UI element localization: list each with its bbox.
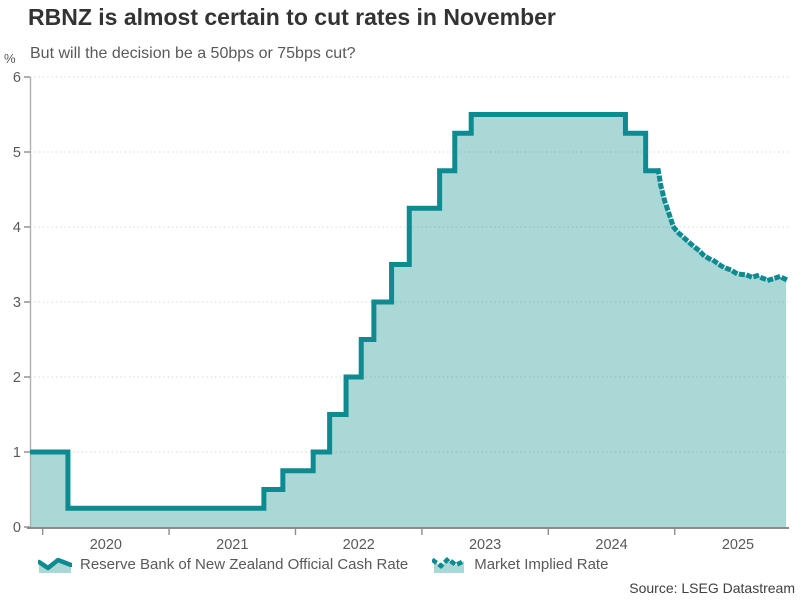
chart-subtitle: But will the decision be a 50bps or 75bp… — [30, 45, 356, 62]
x-tick-label: 2020 — [90, 537, 122, 553]
x-tick-label: 2023 — [469, 537, 501, 553]
x-tick-label: 2022 — [343, 537, 375, 553]
legend-label-official-cash-rate: Reserve Bank of New Zealand Official Cas… — [80, 555, 409, 573]
x-tick-label: 2025 — [722, 537, 754, 553]
chart-title: RBNZ is almost certain to cut rates in N… — [28, 4, 556, 30]
y-axis-unit-label: % — [4, 51, 16, 66]
y-tick-label: 6 — [13, 70, 21, 86]
y-tick-label: 2 — [13, 370, 21, 386]
y-tick-label: 5 — [13, 145, 21, 161]
x-tick-label: 2024 — [595, 537, 627, 553]
dotted-line-swatch-icon — [432, 556, 467, 573]
official-cash-rate-line — [30, 112, 659, 511]
market-implied-rate-line — [655, 167, 790, 283]
area-fill — [30, 114, 786, 527]
legend-label-market-implied: Market Implied Rate — [474, 555, 609, 573]
y-tick-label: 3 — [13, 295, 21, 311]
y-tick-label: 0 — [13, 520, 21, 536]
legend-item-official-cash-rate: Reserve Bank of New Zealand Official Cas… — [38, 555, 408, 573]
y-tick-label: 4 — [13, 220, 21, 236]
x-tick-label: 2021 — [216, 537, 248, 553]
solid-line-swatch-icon — [38, 557, 72, 573]
legend: Reserve Bank of New Zealand Official Cas… — [38, 555, 608, 573]
legend-item-market-implied: Market Implied Rate — [432, 555, 608, 573]
source-credit: Source: LSEG Datastream — [629, 580, 795, 596]
y-tick-label: 1 — [13, 445, 21, 461]
